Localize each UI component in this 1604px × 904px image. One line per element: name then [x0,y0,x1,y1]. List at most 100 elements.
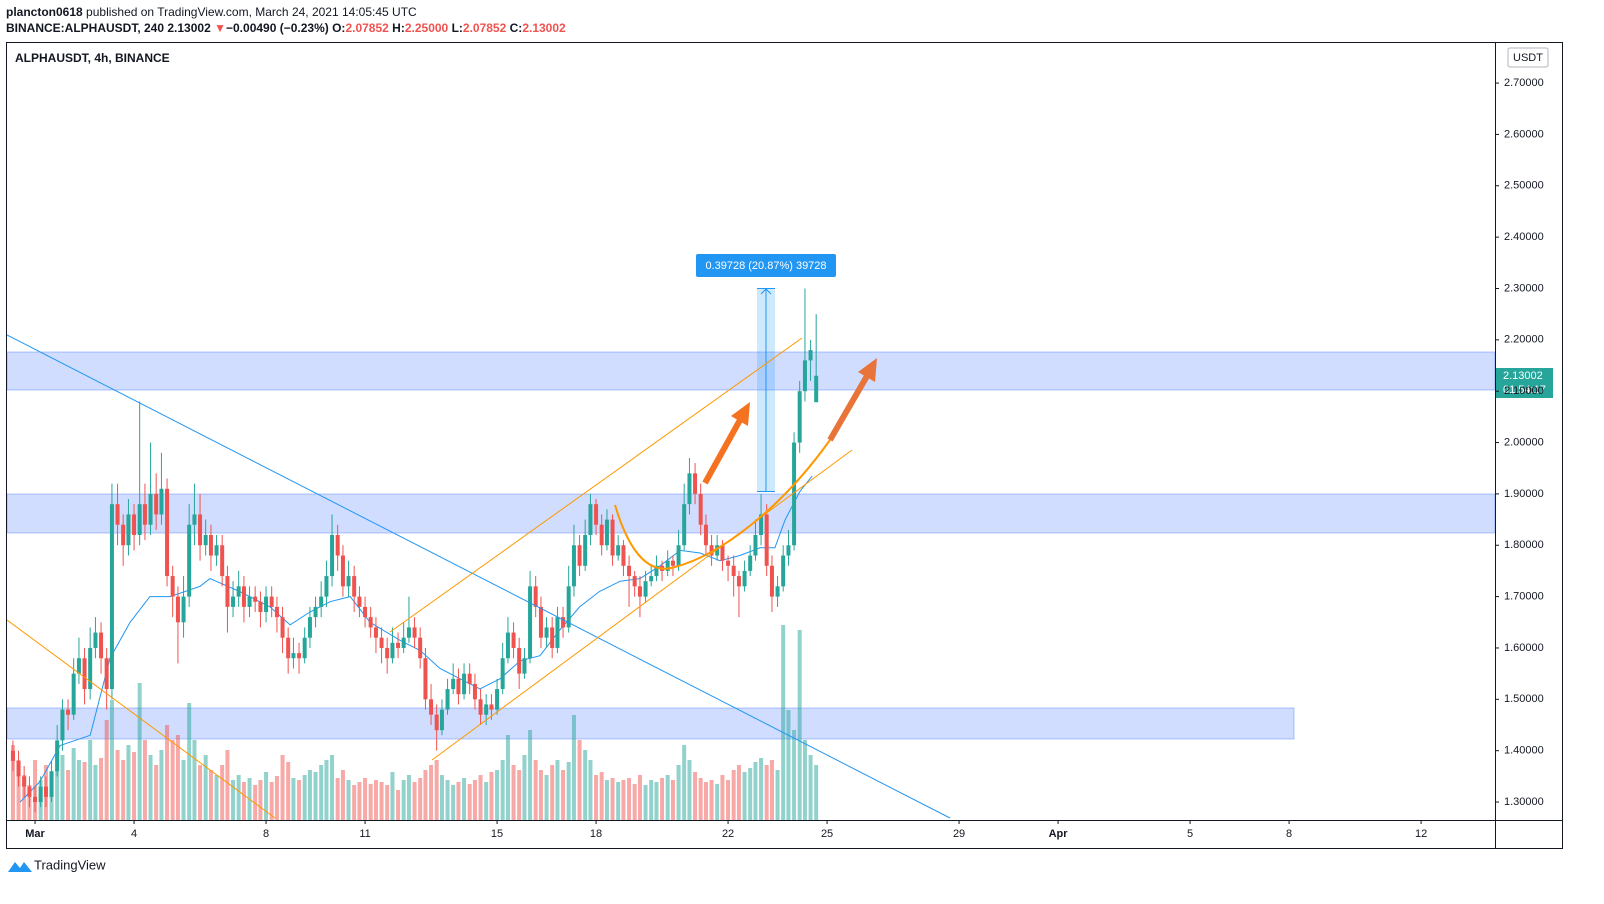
volume-bar [154,765,159,820]
x-tick-label: 25 [821,828,833,840]
volume-bar [555,760,560,820]
volume-bar [330,755,335,820]
candle-body [406,627,411,638]
candle-body [16,760,21,777]
volume-bar [214,775,219,820]
volume-bar [406,775,411,820]
y-tick-label: 2.00000 [1504,436,1544,448]
candle-body [22,776,27,787]
header: plancton0618 published on TradingView.co… [6,4,566,36]
volume-bar [137,683,142,820]
volume-bar [792,730,797,820]
candle-body [148,493,153,525]
volume-bar [814,765,819,820]
candle-body [401,637,406,648]
trend-line [7,334,951,819]
candle-body [769,565,774,597]
candle-body [346,576,351,587]
candle-body [192,514,197,525]
candle-body [297,653,302,659]
volume-bar [198,765,203,820]
volume-bar [16,760,21,820]
candle-body [555,617,560,648]
candle-body [637,586,642,597]
candle-body [703,524,708,546]
volume-bar [566,762,571,820]
volume-bar [715,784,720,820]
l-value: 2.07852 [462,21,507,35]
candle-body [632,576,637,587]
arrow-shaft [827,374,870,442]
candle-body [726,560,731,566]
arrow-head [731,402,750,426]
last: 2.13002 [167,21,211,35]
volume-bar [511,765,516,820]
candle-body [654,565,659,577]
volume-bar [561,770,566,820]
candle-body [121,524,126,546]
y-tick-label: 1.80000 [1504,539,1544,551]
candle-body [335,534,340,556]
candle-body [439,709,444,731]
volume-bar [412,782,417,820]
candle-body [802,360,807,392]
volume-bar [775,770,780,820]
volume-bar [142,740,147,820]
candle-body [434,714,439,731]
candle-body [781,555,786,587]
volume-bar [231,780,236,820]
volume-bar [610,778,615,820]
candle-body [302,637,307,659]
volume-bar [148,755,153,820]
candle-body [786,545,791,556]
candle-body [187,524,192,597]
volume-bar [621,780,626,820]
candle-body [649,576,654,582]
candle-body [676,545,681,566]
volume-bar [709,780,714,820]
candle-body [456,678,461,695]
volume-bar [363,778,368,820]
volume-bar [335,778,340,820]
volume-bar [319,765,324,820]
volume-bar [76,760,81,820]
volume-bar [203,755,208,820]
volume-bar [55,750,60,820]
volume-bar [462,778,467,820]
volume-bar [340,770,345,820]
volume-bar [451,785,456,820]
volume-bar [104,720,109,820]
h-value: 2.25000 [404,21,449,35]
candle-body [208,534,213,556]
volume-bar [429,765,434,820]
volume-bar [604,780,609,820]
volume-bar [670,780,675,820]
volume-bar [121,760,126,820]
candle-body [373,627,378,638]
volume-bar [274,776,279,820]
candle-body [709,545,714,556]
volume-bar [280,755,285,820]
candle-body [115,504,120,525]
candle-body [467,673,472,684]
x-tick-label: 4 [131,828,137,840]
candle-body [43,786,48,797]
candle-body [665,560,670,571]
candle-body [165,488,170,577]
volume-bar [434,760,439,820]
series [10,288,819,820]
candle-body [319,596,324,607]
candle-body [390,642,395,659]
candle-body [363,606,368,618]
candle-body [93,632,98,648]
candle-body [324,576,329,597]
volume-bar [599,772,604,820]
volume-bar [192,740,197,820]
volume-bar [528,730,533,820]
candle-body [604,519,609,546]
volume-bar [307,770,312,820]
volume-bar [478,775,483,820]
candle-body [154,493,159,515]
volume-bar [175,735,180,820]
candle-body [247,596,252,607]
